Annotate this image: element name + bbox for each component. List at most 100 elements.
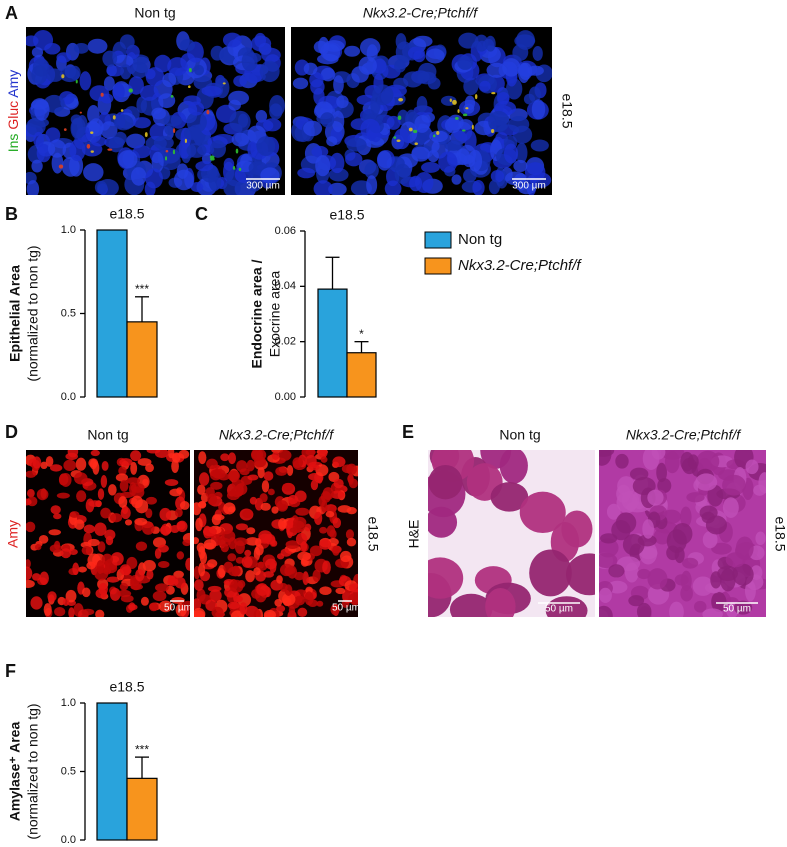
texture <box>474 94 478 100</box>
texture <box>637 568 651 580</box>
texture <box>194 537 200 545</box>
texture <box>119 34 135 50</box>
texture <box>130 61 148 79</box>
texture <box>239 602 248 615</box>
texture <box>680 506 692 528</box>
texture <box>222 32 242 48</box>
texture <box>318 495 326 507</box>
texture <box>95 609 105 617</box>
texture <box>711 591 727 613</box>
panel-label: F <box>5 661 16 681</box>
texture <box>472 179 485 195</box>
texture <box>320 67 336 82</box>
texture <box>132 145 151 159</box>
texture <box>130 167 147 186</box>
texture <box>436 130 440 135</box>
texture <box>297 551 311 561</box>
texture <box>53 513 62 520</box>
bar <box>126 321 158 398</box>
texture <box>458 32 479 49</box>
texture <box>666 529 687 554</box>
texture <box>167 57 188 76</box>
image-title: Non tg <box>134 5 175 21</box>
texture <box>519 491 566 534</box>
texture <box>163 115 183 127</box>
bar <box>126 777 158 841</box>
chart-title: e18.5 <box>329 207 364 223</box>
texture <box>31 573 41 581</box>
texture <box>722 474 746 496</box>
texture <box>530 139 549 152</box>
y-tick-label: 0.0 <box>61 834 76 846</box>
texture <box>316 600 324 607</box>
texture <box>153 135 174 150</box>
texture <box>455 116 459 120</box>
texture <box>693 600 707 613</box>
texture <box>244 549 252 557</box>
texture <box>529 549 572 597</box>
texture <box>227 470 241 482</box>
texture <box>347 473 354 485</box>
texture <box>274 598 282 607</box>
legend-swatch <box>424 231 452 249</box>
texture <box>209 155 215 159</box>
texture <box>68 548 78 555</box>
texture <box>246 171 263 192</box>
texture <box>234 537 248 546</box>
texture <box>417 71 437 85</box>
texture <box>463 77 479 96</box>
texture <box>222 82 226 85</box>
texture <box>503 143 519 164</box>
texture <box>275 466 288 476</box>
stain-label: Amy <box>5 520 21 548</box>
texture <box>184 138 187 144</box>
texture <box>320 456 328 463</box>
texture <box>328 182 347 195</box>
texture <box>71 117 86 139</box>
texture <box>264 558 277 570</box>
texture <box>288 605 296 616</box>
texture <box>565 553 595 596</box>
texture <box>333 478 344 489</box>
texture <box>433 134 436 138</box>
texture <box>227 553 237 562</box>
texture <box>40 461 48 470</box>
texture <box>179 501 190 510</box>
texture <box>485 587 516 617</box>
texture <box>178 450 190 459</box>
texture <box>518 183 536 195</box>
texture <box>50 505 61 515</box>
texture <box>366 175 378 195</box>
texture <box>414 142 418 146</box>
panel-label: D <box>5 422 18 442</box>
texture <box>696 450 720 473</box>
texture <box>518 62 533 81</box>
texture <box>300 541 308 552</box>
texture <box>360 118 381 140</box>
texture <box>309 545 323 557</box>
texture <box>637 534 657 547</box>
texture <box>515 142 528 164</box>
panel-label: B <box>5 204 18 224</box>
texture <box>63 128 67 132</box>
stage-label: e18.5 <box>559 93 575 128</box>
texture <box>119 582 129 591</box>
texture <box>45 68 64 82</box>
texture <box>87 105 100 124</box>
texture <box>292 457 304 468</box>
texture <box>65 589 77 603</box>
texture <box>647 489 664 506</box>
texture <box>90 131 94 134</box>
texture <box>722 497 739 518</box>
texture <box>287 565 298 579</box>
y-axis-label: Amylase⁺ Area <box>7 722 23 822</box>
texture <box>642 450 660 471</box>
texture <box>174 507 183 518</box>
texture <box>346 507 357 515</box>
texture <box>428 557 464 599</box>
texture <box>77 566 87 573</box>
texture <box>117 589 132 598</box>
texture <box>600 533 618 544</box>
texture <box>67 450 79 458</box>
texture <box>758 472 766 494</box>
